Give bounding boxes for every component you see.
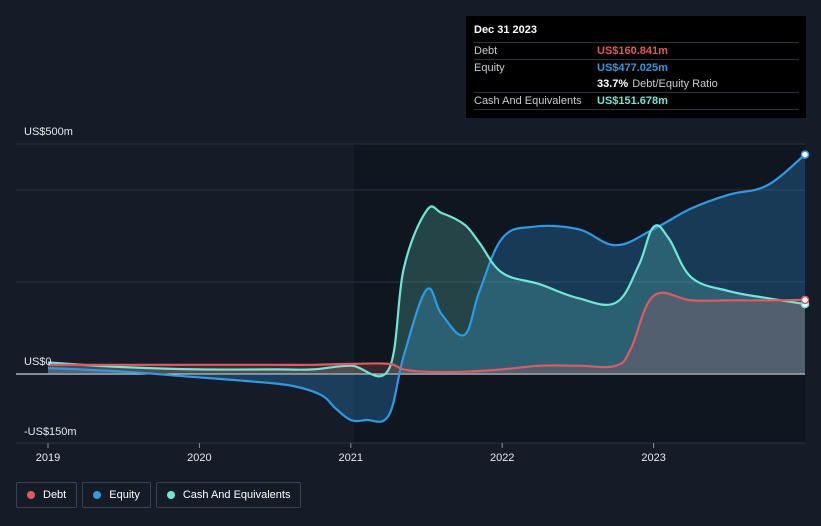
legend-item-equity[interactable]: Equity (82, 482, 151, 508)
chart-legend: Debt Equity Cash And Equivalents (16, 482, 306, 508)
legend-item-cash[interactable]: Cash And Equivalents (155, 482, 302, 508)
legend-label-equity: Equity (109, 489, 140, 501)
tooltip-value-equity: US$477.025m (597, 62, 668, 74)
legend-item-debt[interactable]: Debt (16, 482, 78, 508)
tooltip-label-debt: Debt (474, 45, 498, 57)
tooltip-value-debt: US$160.841m (597, 45, 668, 57)
area-equity (48, 154, 805, 422)
legend-dot-equity (93, 491, 102, 499)
line-equity (47, 153, 806, 423)
tooltip-label-equity: Equity (474, 62, 505, 74)
marker-debt (800, 295, 810, 305)
legend-dot-cash (166, 491, 175, 499)
y-tick-label-500: US$500m (24, 126, 73, 138)
x-tick-label-2020: 2020 (187, 452, 211, 464)
tooltip-bottom-rule (474, 109, 799, 110)
x-tick-label-2022: 2022 (490, 452, 514, 464)
tooltip-row-debt: Debt US$160.841m (474, 42, 799, 59)
tooltip-row-cash: Cash And Equivalents US$151.678m (474, 92, 799, 109)
x-tick-label-2019: 2019 (36, 452, 60, 464)
legend-label-cash: Cash And Equivalents (182, 489, 291, 501)
tooltip-value-cash: US$151.678m (597, 95, 668, 107)
y-tick-label--150: -US$150m (24, 426, 77, 438)
marker-equity (800, 150, 810, 159)
tooltip-label-ratio (474, 76, 597, 92)
x-tick-label-2021: 2021 (339, 452, 363, 464)
y-axis-labels: US$500m US$0 -US$150m (24, 126, 77, 438)
x-tick-label-2023: 2023 (641, 452, 665, 464)
tooltip-row-equity: Equity US$477.025m (474, 59, 799, 76)
gridlines (16, 143, 805, 444)
tooltip-label-cash: Cash And Equivalents (474, 95, 582, 107)
tooltip-ratio-suffix: Debt/Equity Ratio (632, 78, 718, 90)
tooltip-row-ratio: 33.7% Debt/Equity Ratio (474, 76, 799, 92)
series-lines (47, 153, 806, 423)
hover-tooltip: Dec 31 2023 Debt US$160.841m Equity US$4… (466, 16, 806, 118)
end-markers (800, 150, 810, 309)
line-debt (48, 291, 806, 374)
line-cash-and-equivalents (47, 205, 806, 378)
x-axis: 2019 2020 2021 2022 2023 (36, 443, 666, 464)
tooltip-date: Dec 31 2023 (474, 24, 537, 36)
legend-label-debt: Debt (43, 489, 67, 501)
y-tick-label-0: US$0 (24, 356, 52, 368)
legend-dot-debt (27, 491, 35, 499)
tooltip-value-ratio: 33.7% (597, 78, 629, 90)
